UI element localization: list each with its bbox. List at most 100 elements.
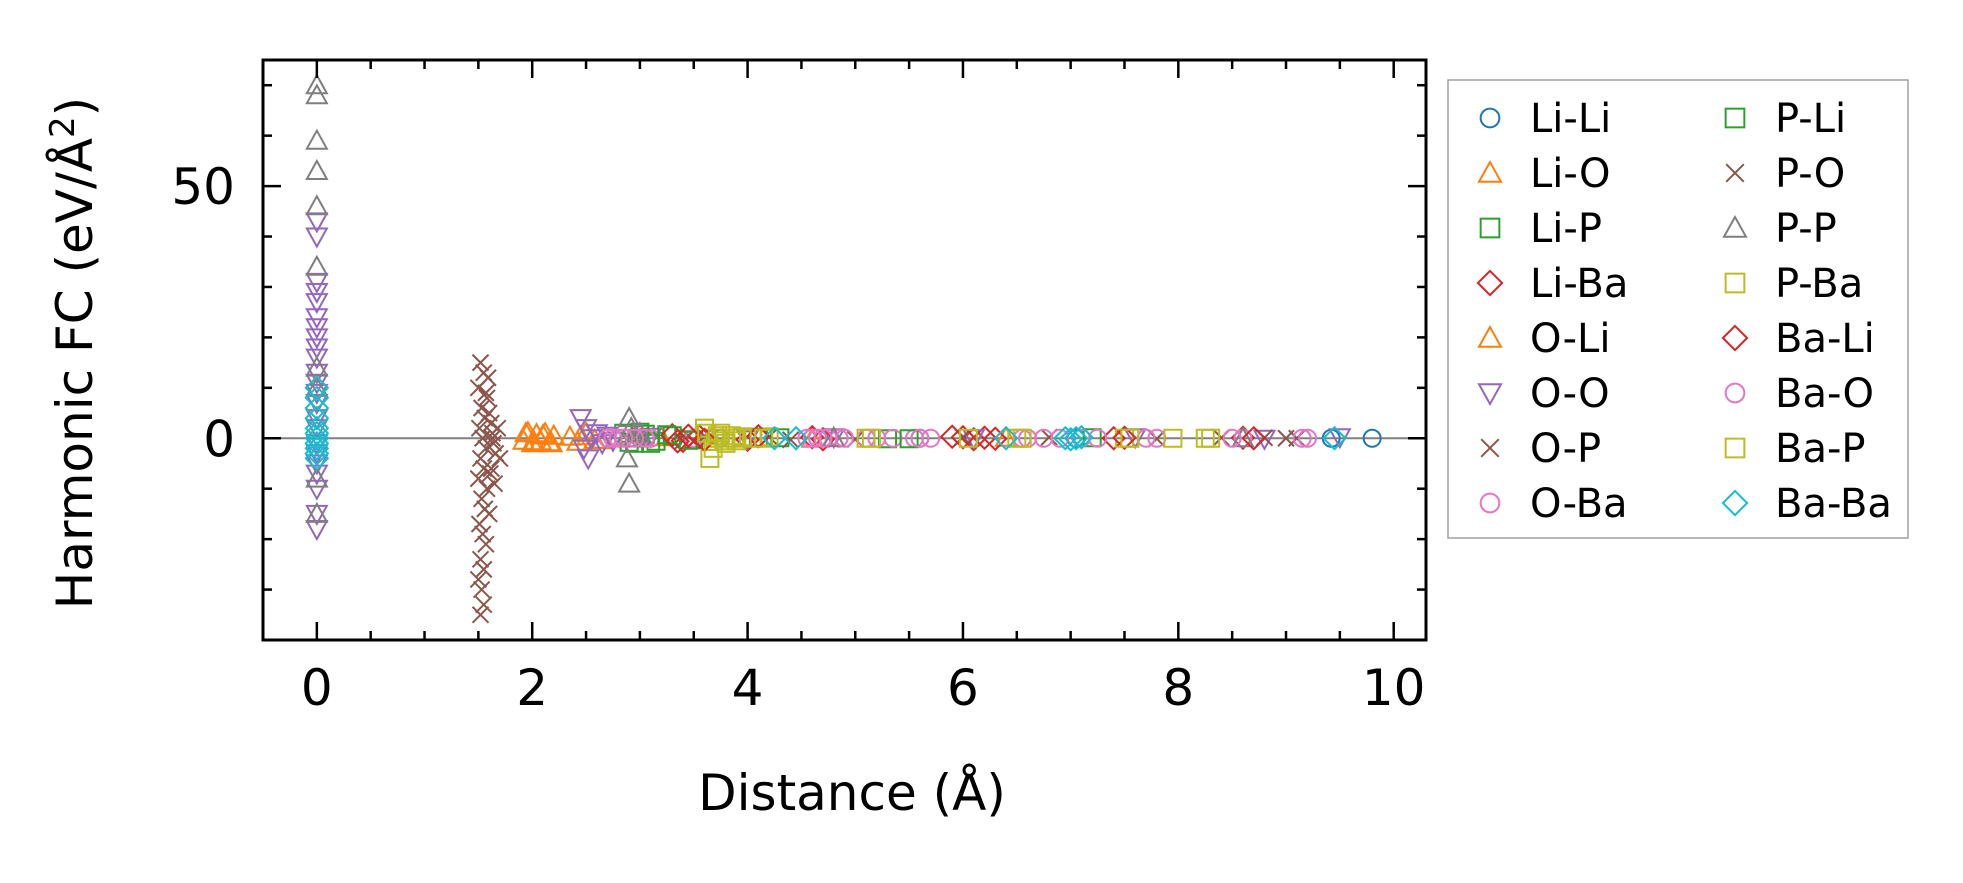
- data-point: [477, 384, 495, 402]
- data-point: [657, 425, 677, 445]
- data-point: [574, 419, 598, 441]
- y-tick-label: 0: [203, 410, 235, 468]
- legend-label: Ba-Li: [1775, 316, 1875, 362]
- data-point: [822, 425, 846, 447]
- data-point: [305, 308, 329, 330]
- data-point: [305, 283, 329, 305]
- series-ba-o: [603, 428, 1318, 448]
- legend-marker: [1480, 438, 1500, 458]
- data-point: [1082, 428, 1102, 448]
- legend-item-p-p: P-P: [1722, 206, 1837, 252]
- plot-frame: [261, 58, 1428, 642]
- data-point: [483, 429, 502, 447]
- data-point: [304, 420, 330, 446]
- data-point: [305, 338, 329, 360]
- data-point: [477, 535, 495, 553]
- data-point: [835, 428, 854, 448]
- y-axis-label: Harmonic FC (eV/Å2): [43, 97, 104, 609]
- data-point: [808, 428, 828, 448]
- series-ba-p: [697, 423, 1215, 458]
- legend-label: Li-O: [1530, 151, 1610, 197]
- data-point: [700, 448, 720, 468]
- data-point: [579, 429, 604, 451]
- data-point: [469, 469, 488, 488]
- data-point: [617, 406, 641, 428]
- data-point: [572, 439, 596, 461]
- data-point: [304, 440, 330, 466]
- data-point: [305, 194, 329, 216]
- data-point: [910, 428, 930, 448]
- data-point: [305, 227, 329, 249]
- legend-label: Ba-O: [1775, 371, 1874, 417]
- data-point: [472, 399, 491, 417]
- legend-item-o-ba: O-Ba: [1479, 481, 1628, 527]
- data-point: [475, 595, 493, 614]
- data-point: [472, 580, 491, 599]
- data-point: [471, 550, 490, 569]
- data-point: [305, 73, 329, 95]
- legend-marker: [1725, 163, 1745, 183]
- legend-label: P-Ba: [1775, 261, 1863, 307]
- legend-item-li-li: Li-Li: [1479, 96, 1611, 142]
- data-point: [802, 428, 822, 448]
- legend-marker: [1724, 382, 1746, 404]
- x-tick-label: 8: [1162, 659, 1194, 717]
- data-point: [1050, 428, 1070, 448]
- data-point: [1163, 428, 1183, 448]
- data-point: [783, 425, 809, 451]
- data-point: [665, 428, 691, 454]
- data-point: [628, 421, 652, 443]
- legend-marker: [1479, 492, 1501, 514]
- data-point: [480, 505, 498, 523]
- y-axis-ticks: 0 50: [171, 83, 1426, 591]
- legend-marker: [1477, 159, 1503, 183]
- legend-item-ba-o: Ba-O: [1724, 371, 1874, 417]
- legend-item-p-o: P-O: [1725, 151, 1845, 197]
- legend-item-o-li: O-Li: [1477, 316, 1610, 362]
- data-point: [899, 429, 919, 449]
- data-point: [568, 409, 593, 431]
- legend-marker: [1724, 437, 1746, 459]
- legend-label: P-Li: [1775, 96, 1846, 142]
- data-point: [304, 446, 330, 471]
- data-point: [1222, 428, 1242, 448]
- data-point: [1071, 428, 1091, 448]
- data-point: [482, 459, 501, 478]
- legend-label: Li-Li: [1530, 96, 1611, 142]
- legend-item-o-o: O-O: [1477, 371, 1610, 417]
- legend-item-p-ba: P-Ba: [1724, 261, 1863, 307]
- data-point: [491, 449, 509, 468]
- x-tick-label: 10: [1362, 659, 1426, 717]
- data-point: [861, 428, 881, 448]
- data-point: [304, 435, 330, 461]
- data-point: [603, 428, 623, 448]
- legend-marker: [1479, 107, 1501, 129]
- series-ba-ba: [304, 375, 1347, 471]
- legend-label: Li-Ba: [1530, 261, 1628, 307]
- data-point: [304, 385, 330, 411]
- legend-marker: [1724, 272, 1746, 294]
- x-tick-label: 4: [732, 659, 764, 717]
- data-point: [950, 424, 976, 450]
- data-point: [304, 415, 330, 441]
- data-point: [305, 501, 329, 523]
- data-point: [1120, 428, 1140, 448]
- x-tick-label: 2: [516, 659, 548, 717]
- x-axis-ticks: 0 2 4 6 8 10: [261, 60, 1426, 717]
- data-point: [1298, 428, 1318, 448]
- data-point: [1231, 426, 1255, 448]
- data-point: [305, 328, 329, 350]
- data-point: [615, 446, 639, 468]
- data-point: [305, 158, 329, 180]
- data-point: [732, 427, 752, 447]
- data-point: [1195, 428, 1215, 448]
- legend-label: Ba-Ba: [1775, 481, 1892, 527]
- data-point: [958, 428, 978, 448]
- data-point: [638, 427, 663, 449]
- data-points: [304, 73, 1382, 624]
- data-point: [305, 348, 329, 370]
- data-point: [304, 405, 330, 431]
- data-point: [304, 375, 330, 401]
- data-point: [994, 425, 1018, 447]
- legend-marker: [1724, 107, 1746, 129]
